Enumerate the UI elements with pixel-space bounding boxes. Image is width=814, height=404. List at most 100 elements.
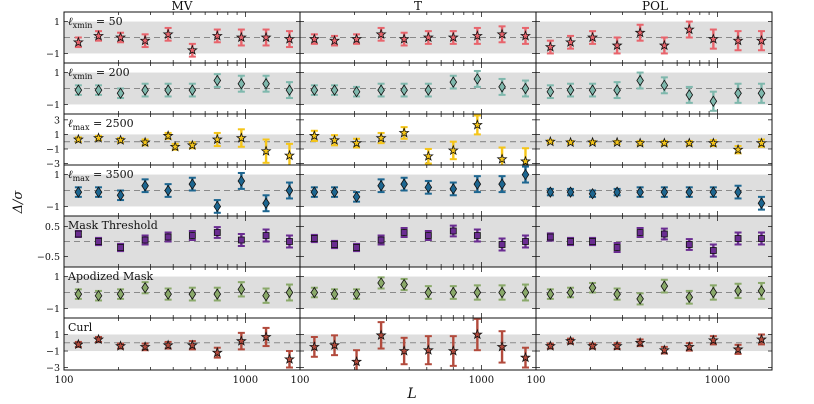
- data-point: [521, 79, 530, 98]
- data-point: [169, 141, 181, 152]
- star-marker: [471, 328, 483, 340]
- diamond-marker: [310, 286, 319, 299]
- data-point: [285, 181, 294, 200]
- data-point: [685, 85, 694, 104]
- y-tick-label: −3: [46, 363, 60, 374]
- square-marker: [734, 235, 742, 242]
- panel-lmax2500-t: [299, 113, 537, 166]
- star-marker: [284, 149, 295, 161]
- diamond-marker: [262, 289, 270, 302]
- panel-mask-mv: 0.5 −0.5 Mask Threshold: [37, 215, 301, 268]
- data-series-pol: [546, 71, 766, 112]
- data-point: [94, 289, 103, 302]
- data-point: [546, 232, 554, 242]
- star-marker: [398, 345, 410, 356]
- diamond-marker: [94, 186, 103, 198]
- square-marker: [685, 241, 693, 248]
- diamond-marker: [685, 291, 694, 304]
- star-marker: [565, 36, 577, 47]
- data-point: [213, 73, 222, 88]
- data-point: [213, 226, 221, 239]
- diamond-marker: [352, 85, 361, 98]
- data-point: [660, 278, 669, 294]
- star-marker: [587, 31, 599, 43]
- data-point: [164, 231, 172, 243]
- data-point: [498, 284, 506, 301]
- diamond-marker: [709, 286, 718, 299]
- label-sub: max: [73, 174, 90, 183]
- square-marker: [188, 232, 196, 239]
- data-point: [235, 128, 247, 148]
- data-point: [685, 186, 694, 198]
- panel-lmin200-mv: 1 −1 ℓxmin = 200: [46, 62, 301, 115]
- data-point: [141, 82, 149, 98]
- square-marker: [95, 238, 102, 245]
- y-tick-label: −3: [46, 159, 60, 170]
- panel-lmin200-t: [299, 62, 537, 115]
- data-point: [546, 84, 555, 100]
- data-point: [521, 283, 530, 302]
- data-point: [213, 286, 222, 302]
- data-point: [237, 171, 246, 190]
- diamond-marker: [685, 89, 694, 101]
- data-point: [546, 288, 555, 300]
- star-marker: [284, 353, 295, 364]
- data-point: [141, 281, 149, 295]
- sigma-band: [300, 174, 536, 207]
- data-series-mv: [72, 326, 295, 369]
- square-marker: [377, 236, 385, 244]
- data-point: [353, 242, 361, 253]
- data-point: [186, 339, 198, 351]
- star-marker: [351, 137, 363, 148]
- data-point: [589, 236, 597, 247]
- star-marker: [308, 341, 320, 352]
- data-point: [237, 233, 245, 247]
- data-point: [141, 178, 149, 194]
- data-point: [308, 335, 320, 358]
- star-marker: [72, 133, 84, 145]
- data-point: [260, 28, 272, 47]
- diamond-marker: [636, 186, 644, 198]
- column-title-pol: POL: [642, 0, 668, 13]
- data-point: [520, 26, 531, 45]
- data-point: [683, 137, 695, 148]
- square-marker: [473, 232, 481, 239]
- label-sub: max: [73, 123, 90, 132]
- data-series-t: [310, 224, 529, 253]
- diamond-marker: [330, 186, 339, 198]
- data-point: [330, 186, 339, 198]
- data-point: [284, 30, 295, 49]
- data-series-mv: [74, 171, 294, 214]
- star-marker: [93, 132, 105, 143]
- column-title-mv: MV: [172, 0, 193, 13]
- data-point: [611, 36, 623, 55]
- star-marker: [683, 23, 695, 35]
- diamond-marker: [521, 82, 530, 95]
- data-point: [139, 136, 151, 148]
- star-marker: [447, 31, 459, 43]
- star-marker: [587, 136, 599, 148]
- diamond-marker: [141, 281, 149, 294]
- diamond-marker: [377, 179, 385, 192]
- data-point: [424, 179, 433, 195]
- star-marker: [520, 30, 531, 41]
- data-point: [732, 143, 744, 155]
- data-point: [613, 186, 621, 198]
- data-point: [732, 343, 744, 355]
- data-point: [262, 287, 270, 304]
- panel-curl-pol: 100 1000: [526, 317, 773, 386]
- star-marker: [756, 137, 767, 148]
- x-tick-label: 1000: [469, 375, 494, 386]
- square-marker: [237, 236, 245, 244]
- diamond-marker: [521, 286, 530, 299]
- data-point: [611, 340, 623, 351]
- data-point: [588, 187, 597, 200]
- data-point: [520, 147, 531, 165]
- square-marker: [449, 227, 457, 235]
- star-marker: [186, 44, 198, 55]
- data-point: [473, 175, 482, 194]
- data-series-mv: [72, 128, 295, 165]
- y-tick-label: −1: [46, 202, 60, 213]
- data-series-pol: [546, 184, 766, 211]
- diamond-marker: [757, 197, 766, 209]
